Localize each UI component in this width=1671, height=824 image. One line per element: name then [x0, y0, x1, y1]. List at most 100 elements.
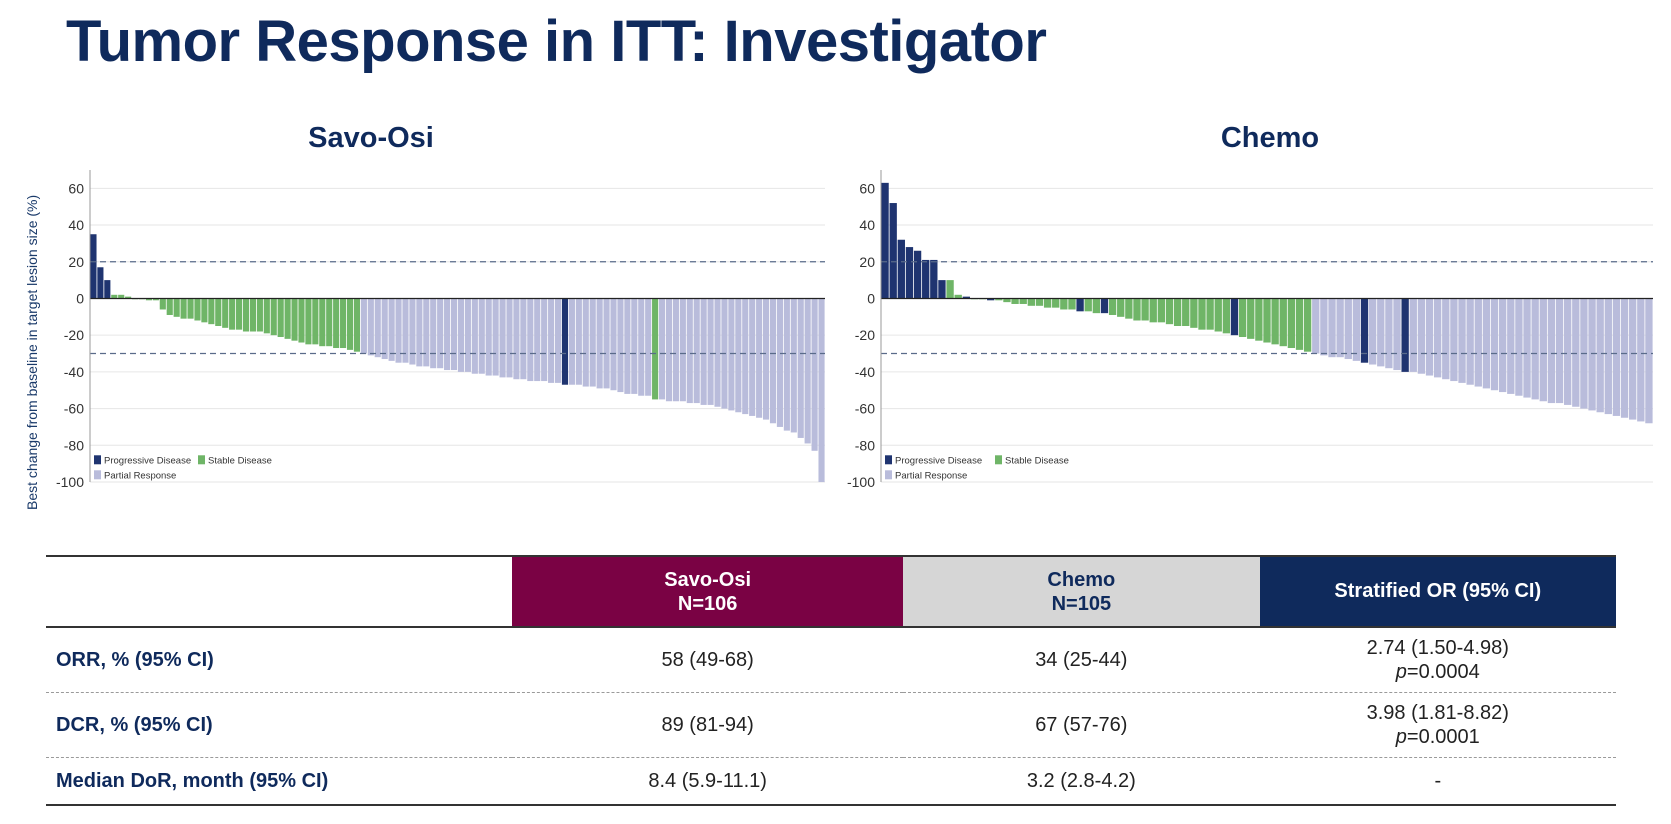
bar [897, 239, 905, 299]
y-axis-label: Best change from baseline in target lesi… [24, 194, 40, 510]
bar [679, 298, 686, 402]
bar [728, 298, 735, 411]
bar [742, 298, 749, 415]
bar [783, 298, 790, 431]
bar [416, 298, 423, 367]
bar [962, 296, 970, 299]
bar [1539, 298, 1547, 402]
bar [125, 296, 132, 299]
bar [215, 298, 222, 326]
bar [561, 298, 569, 385]
y-tick-label: -20 [855, 327, 875, 343]
bar [1076, 298, 1084, 312]
bar [946, 280, 954, 299]
bar [1499, 298, 1507, 393]
legend-swatch [94, 470, 101, 480]
bar [1165, 298, 1174, 325]
bar [1173, 298, 1182, 326]
row-label: Median DoR, month (95% CI) [46, 757, 513, 806]
bar [1360, 298, 1369, 363]
header-blank-cell [46, 555, 513, 627]
bar [735, 298, 742, 413]
y-tick-label: -40 [855, 364, 875, 380]
y-tick-label: -100 [847, 474, 875, 490]
bar [152, 298, 159, 301]
bar [1003, 298, 1011, 303]
p-label: p [1395, 726, 1407, 748]
bar [575, 298, 582, 385]
bar [624, 298, 631, 394]
bar [631, 298, 638, 394]
bar [603, 298, 610, 389]
bar [236, 298, 243, 330]
y-tick-label: -60 [855, 401, 875, 417]
bar [652, 298, 659, 400]
table-header-row: Savo-Osi N=106 Chemo N=105 Stratified OR… [46, 555, 1616, 627]
bar [707, 298, 714, 405]
bar [1084, 298, 1092, 312]
bar [249, 298, 257, 332]
bar [1043, 298, 1052, 308]
bar [672, 298, 679, 402]
bar [790, 298, 797, 433]
bar [1271, 298, 1279, 345]
bar [1328, 298, 1336, 358]
bar [1547, 298, 1556, 404]
legend-swatch [885, 470, 892, 480]
bar [1206, 298, 1214, 330]
p-label: p [1395, 661, 1407, 683]
bar [520, 298, 527, 380]
y-tick-label: -40 [64, 364, 84, 380]
bar [1303, 298, 1312, 352]
bar [360, 298, 367, 354]
bar [658, 298, 666, 400]
bar [333, 298, 340, 349]
bar [1393, 298, 1401, 371]
bar [1035, 298, 1044, 306]
bar [471, 298, 478, 374]
p-number: =0.0004 [1406, 661, 1480, 683]
legend-label: Partial Response [895, 470, 967, 481]
bar [312, 298, 319, 345]
bar [1108, 298, 1117, 315]
or-value: 3.98 (1.81-8.82) p=0.0001 [1259, 692, 1616, 758]
bar [527, 298, 534, 382]
y-tick-label: 20 [68, 254, 84, 270]
legend-swatch [94, 455, 101, 465]
row-label: DCR, % (95% CI) [46, 692, 513, 758]
bar [1466, 298, 1474, 385]
savo-value: 58 (49-68) [512, 626, 904, 693]
bar [686, 298, 693, 404]
bar [1019, 298, 1027, 304]
bar [402, 298, 409, 363]
bar [1238, 298, 1247, 338]
legend-swatch [885, 455, 892, 465]
bar [797, 298, 804, 438]
or-value: - [1259, 757, 1616, 806]
legend-swatch [995, 455, 1002, 465]
bar [485, 298, 492, 376]
bar [1352, 298, 1361, 361]
bar [1425, 298, 1434, 376]
bar [1344, 298, 1352, 360]
bar [1620, 298, 1629, 418]
bar [922, 259, 930, 299]
bar [700, 298, 707, 405]
bar [499, 298, 506, 378]
bar [756, 298, 763, 418]
bar [457, 298, 465, 372]
y-tick-label: -80 [64, 437, 84, 453]
header-chemo-n: N=105 [1051, 592, 1112, 615]
savo-chart-title: Savo-Osi [308, 122, 434, 154]
bar [818, 298, 825, 482]
bar [291, 298, 298, 341]
bar [1011, 298, 1019, 304]
bar [1442, 298, 1450, 380]
bar [1295, 298, 1304, 350]
y-tick-label: 20 [859, 254, 875, 270]
bar [1141, 298, 1149, 321]
bar [430, 298, 437, 369]
bar [1409, 298, 1417, 372]
bar [776, 298, 783, 427]
bar [762, 298, 770, 420]
